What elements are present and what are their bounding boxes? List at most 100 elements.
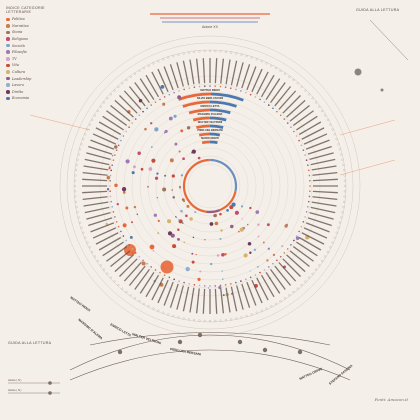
outer-name-mark [256,277,269,301]
ring-node [117,85,120,88]
data-dot [247,242,252,246]
ring-node [219,319,222,322]
name-dot [115,149,118,151]
name-dot [134,252,137,254]
name-dot [219,284,222,287]
outer-name-mark [88,217,113,227]
bottom-node [117,349,123,355]
outer-name-mark [98,236,122,251]
data-dot [106,175,111,180]
ring-node [113,89,116,92]
track [139,115,281,257]
ring-node [121,82,124,85]
data-dot [182,222,184,224]
legend-label: Vita [11,63,19,68]
ring-node [125,290,128,294]
ring-node [84,236,87,239]
data-dot [171,174,175,178]
ring-node [300,85,303,88]
name-dot [259,271,261,274]
legend-swatch [6,96,10,101]
data-dot [191,252,194,255]
name-dot [235,88,237,91]
outer-name-mark [145,74,160,98]
legend-item: TV [6,56,66,63]
legend-swatch [6,30,10,35]
ring-node [208,49,212,53]
data-dot [178,219,183,224]
data-dot [234,210,239,215]
outer-name-mark [307,217,332,227]
name-dot [298,139,300,142]
ring-node [296,287,299,290]
legend-label: Politica [11,17,25,22]
name-dot [302,149,305,151]
legend-swatch [6,17,10,22]
outer-name-mark [265,78,281,100]
ring-node [138,300,141,303]
data-dot [173,114,177,118]
ring-node [77,153,80,156]
name-dot [308,174,311,177]
legend-item: Diritto [6,89,66,96]
data-dot [147,185,149,188]
ring-node [337,143,340,146]
outer-name-mark [270,82,286,104]
ring-node [117,284,120,287]
outer-name-mark [265,272,281,294]
outer-name-mark [298,121,322,136]
name-dot [117,225,120,228]
data-dot [195,253,197,256]
outer-name-mark [134,82,150,104]
outer-name-mark [312,196,338,201]
ring-node [79,221,82,224]
name-dot [263,101,266,103]
name-dot [146,107,148,110]
bottom-arc [69,349,351,381]
data-dot [122,223,127,228]
ring-node [172,55,175,58]
name-dot [120,230,122,233]
outer-name-mark [102,115,124,131]
name-dot [309,185,311,187]
outer-name-mark [260,274,275,298]
legend-swatch [6,43,10,48]
name-dot [142,110,144,113]
data-dot [152,249,155,252]
name-dot [305,211,308,213]
ring-node [162,58,165,61]
data-dot [257,223,260,226]
data-dot [150,146,153,148]
ring-node [109,93,112,96]
guide-node [380,88,384,92]
ring-node [340,216,343,219]
data-dot [154,127,159,132]
data-dot [219,237,222,241]
name-arc [209,108,231,115]
ring-node [283,297,287,300]
center-name: MATTEO RENZI [200,88,220,92]
data-dot [249,251,252,254]
ring-node [331,128,334,131]
outer-name-mark [310,206,336,214]
name-dot [138,114,141,117]
legend-swatch [6,70,10,74]
bottom-node [297,349,303,355]
name-dot [309,190,311,193]
legend-swatch [6,83,10,88]
name-dot [163,96,166,98]
name-dot [125,130,127,133]
ring-node [113,280,116,283]
outer-name-mark [102,241,124,257]
name-dot [112,211,115,213]
ring-node [106,97,109,100]
outer-name-mark [312,190,338,194]
outer-name-mark [163,66,174,91]
name-dot [110,200,113,203]
data-dot [125,206,129,210]
name-dot [245,91,247,94]
data-dot [182,199,186,203]
bottom-name: MASSIMO D'ALEMA [77,318,103,341]
legend-swatch [6,24,10,28]
data-dot [213,213,217,218]
